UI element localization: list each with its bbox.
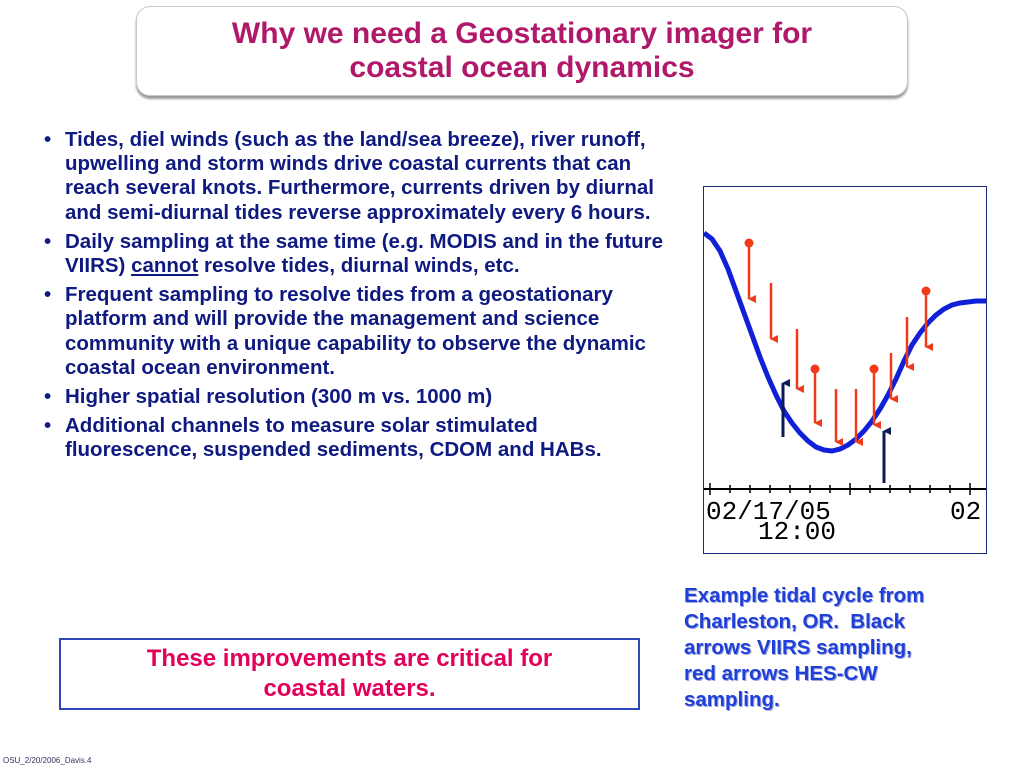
bullet-dot: • xyxy=(44,385,52,409)
bullet-dot: • xyxy=(44,128,52,151)
time-axis-ticks xyxy=(709,483,971,495)
bullet-item: • Higher spatial resolution (300 m vs. 1… xyxy=(40,385,666,409)
caption-line: red arrows HES-CW xyxy=(684,662,878,685)
date-tick-label: 02/17/05 xyxy=(706,497,831,527)
bullet-text: Tides, diel winds (such as the land/sea … xyxy=(65,128,655,224)
tidal-cycle-figure: 02/17/05 02 12:00 xyxy=(703,186,987,554)
bullet-item: • Tides, diel winds (such as the land/se… xyxy=(40,128,666,225)
viirs-sampling-arrows xyxy=(781,379,891,483)
bullet-dot: • xyxy=(44,414,52,438)
red-dot xyxy=(869,364,879,374)
bullet-item: • Frequent sampling to resolve tides fro… xyxy=(40,283,666,380)
bullet-text: Additional channels to measure solar sti… xyxy=(65,414,602,462)
caption-line: arrows VIIRS sampling, xyxy=(684,636,912,659)
callout-line-1: These improvements are critical for xyxy=(146,645,553,672)
bullet-text-end: resolve tides, diurnal winds, etc. xyxy=(198,254,520,278)
bullet-dot: • xyxy=(44,229,52,253)
bullet-item: • Daily sampling at the same time (e.g. … xyxy=(40,230,666,278)
title-box: Why we need a Geostationary imager for c… xyxy=(136,6,908,96)
bullet-item: • Additional channels to measure solar s… xyxy=(40,414,666,462)
bullet-text-start: Daily sampling at the same time (e.g. MO… xyxy=(65,229,664,278)
hes-cw-sampling-arrows xyxy=(744,238,933,446)
red-dot xyxy=(921,286,931,296)
bullet-text: Frequent sampling to resolve tides from … xyxy=(65,283,646,379)
slide-title-line-1: Why we need a Geostationary imager for xyxy=(231,17,813,50)
tidal-cycle-plot: 02/17/05 02 12:00 xyxy=(704,231,986,547)
red-dot xyxy=(810,364,820,374)
tide-curve xyxy=(704,231,986,454)
date-tick-label-next: 02 xyxy=(950,497,981,527)
bullet-text: Higher spatial resolution (300 m vs. 100… xyxy=(65,385,493,409)
callout-box: These improvements are critical for coas… xyxy=(59,638,640,710)
time-axis: 02/17/05 02 12:00 xyxy=(704,483,986,547)
slide-footer: OSU_2/20/2006_Davis.4 xyxy=(3,756,92,765)
caption-line: sampling. xyxy=(684,688,780,711)
caption-line: Example tidal cycle from xyxy=(684,584,925,607)
red-dot xyxy=(744,238,754,248)
caption-line: Charleston, OR. Black xyxy=(684,610,906,633)
time-tick-label: 12:00 xyxy=(758,517,836,547)
figure-caption: Example tidal cycle from Charleston, OR.… xyxy=(684,583,1004,713)
bullet-text-underlined: cannot xyxy=(131,254,199,278)
callout-line-2: coastal waters. xyxy=(263,675,436,702)
bullet-dot: • xyxy=(44,283,52,307)
bullet-list: • Tides, diel winds (such as the land/se… xyxy=(40,128,666,468)
slide-title-line-2: coastal ocean dynamics xyxy=(349,51,695,84)
